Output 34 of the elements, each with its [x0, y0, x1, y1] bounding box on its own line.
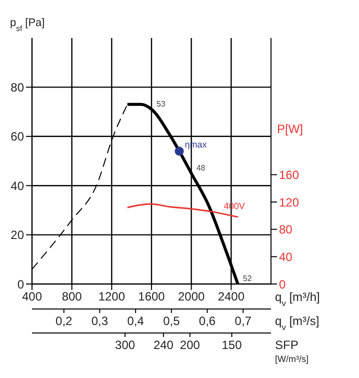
text: 200 — [180, 338, 200, 352]
text: 150 — [222, 338, 242, 352]
x2-tick-label: 0,3 — [91, 314, 108, 328]
x-tick-label: 2000 — [178, 290, 206, 304]
y-tick-label: 0 — [17, 277, 24, 292]
y-tick-label: 60 — [10, 130, 24, 144]
y2-tick-label: 120 — [279, 195, 300, 210]
text: 300 — [115, 338, 136, 352]
y-tick-label: 20 — [10, 228, 24, 242]
annotation: 48 — [196, 163, 206, 172]
annotation: 52 — [242, 274, 252, 283]
x2-tick-label: 0,7 — [234, 314, 252, 328]
y2-tick-label: 160 — [279, 168, 300, 182]
x2-tick-label: 0,4 — [127, 314, 144, 328]
x2-axis-title: q$_{v}$ [m³/s] — [275, 314, 320, 332]
y-axis-title: p$_{sf}$ [Pa] — [10, 17, 45, 32]
y-tick-label: 80 — [10, 80, 24, 94]
x-tick-label: 800 — [62, 290, 82, 304]
x2-tick-label: 0,2 — [56, 314, 73, 328]
x-tick-label: 400 — [22, 290, 42, 304]
annotation: 53 — [156, 99, 166, 108]
y2-tick-label: 40 — [279, 250, 293, 264]
y2-axis-title: P[W] — [277, 122, 303, 136]
x2-tick-label: 0,5 — [163, 314, 180, 328]
x-tick-label: 2400 — [218, 290, 245, 304]
x-axis-title: q$_{v}$ [m³/h] — [275, 290, 320, 308]
x2-tick-label: 0,6 — [198, 314, 216, 328]
y2-tick-label: 80 — [279, 222, 293, 237]
x-tick-label: 1200 — [98, 290, 126, 304]
x-tick-label: 1600 — [138, 290, 166, 304]
y-tick-label: 40 — [10, 178, 24, 193]
y2-tick-label: 0 — [279, 277, 286, 292]
text: 240 — [153, 338, 174, 352]
text: SFP [W/m³/s] — [275, 338, 308, 364]
